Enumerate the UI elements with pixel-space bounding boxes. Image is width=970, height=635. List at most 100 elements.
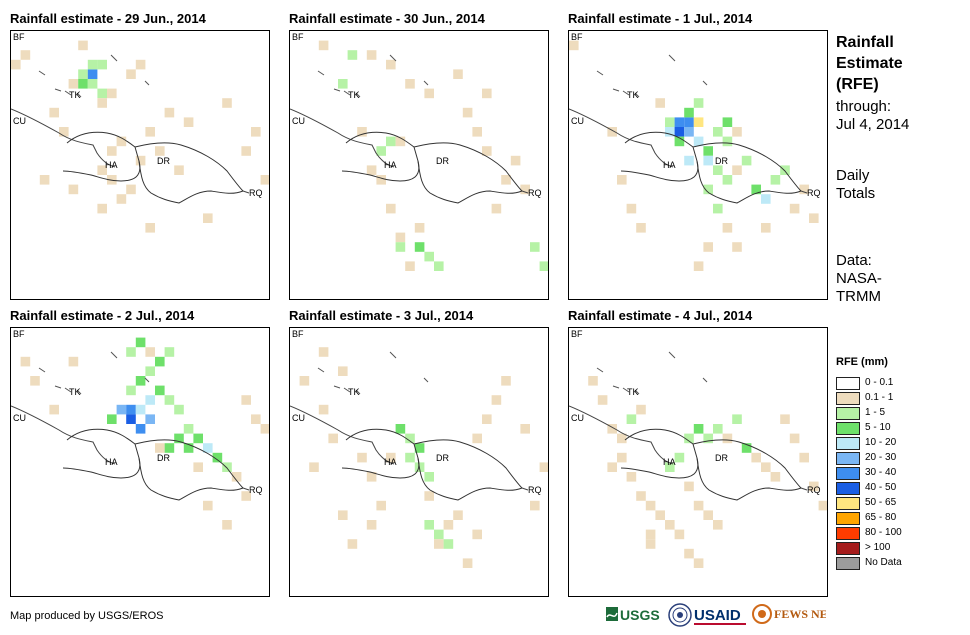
map-label-dr: DR [157,453,170,463]
rainfall-cell [789,203,800,214]
map-label-bf: BF [13,32,25,42]
rainfall-cell [693,98,704,108]
fewsnet-logo-text: FEWS NET [774,607,826,621]
rainfall-cell [424,251,434,262]
rainfall-cell [703,184,713,195]
through-date: Jul 4, 2014 [836,116,910,133]
rainfall-grid [11,40,269,233]
legend-label: 0 - 0.1 [865,377,894,388]
dos-seal-icon [668,603,692,627]
legend-label: 20 - 30 [865,452,897,463]
rainfall-cell [722,136,733,147]
rainfall-cell [260,175,269,185]
rainfall-cell [251,127,261,137]
rainfall-cell [424,491,434,501]
rainfall-cell [645,539,656,549]
map-label-rq: RQ [528,485,542,495]
map-label-bf: BF [292,329,304,339]
legend-label: 10 - 20 [865,437,897,448]
rainfall-cell [799,184,809,195]
rainfall-cell [443,539,454,549]
map-label-dr: DR [715,156,728,166]
map-label-ha: HA [663,160,676,170]
legend-label: 65 - 80 [865,512,897,523]
rainfall-cell [87,59,98,70]
map-label-rq: RQ [528,188,542,198]
rainfall-cell [164,443,175,453]
rainfall-cell [318,347,329,357]
map-label-tk: TK [627,387,639,397]
legend-label: 5 - 10 [865,422,891,433]
rainfall-cell [789,433,800,444]
map-label-dr: DR [157,156,170,166]
rainfall-cell [607,127,617,137]
rainfall-cell [145,395,155,405]
legend-swatch [836,557,860,570]
rainfall-cell [751,184,761,195]
rainfall-cell [770,472,781,482]
rainfall-cell [482,88,492,99]
rainfall-cell [376,500,386,511]
rainfall-cell [203,500,213,511]
rainfall-cell [530,500,540,511]
rainfall-cell [116,136,127,147]
map-label-tk: TK [69,90,81,100]
rainfall-cell [761,462,771,472]
rainfall-cell [145,127,155,137]
legend-label: 1 - 5 [865,407,886,418]
rainfall-cell [59,127,69,137]
rainfall-cell [530,242,540,252]
rainfall-cell [357,452,367,463]
rainfall-cell [376,175,386,185]
rainfall-cell [626,472,637,482]
map-label-ha: HA [105,160,118,170]
rainfall-cell [472,127,482,137]
map-label-tk: TK [348,387,360,397]
map-label-ha: HA [105,457,118,467]
through-label: through: Jul 4, 2014 [836,98,909,134]
rainfall-cell [472,529,482,540]
rainfall-cell [183,117,194,127]
rainfall-cell [617,433,627,444]
rainfall-cell [684,107,694,118]
legend-swatch [836,497,860,510]
rainfall-cell [703,155,713,166]
coastline-outline [290,351,529,501]
rainfall-cell [636,223,646,233]
legend-item: 30 - 40 [836,466,956,481]
partner-logos: USGS USAID FEWS NET [606,603,826,629]
rainfall-cell [761,223,771,233]
rainfall-cell [693,500,704,511]
rainfall-cell [684,548,694,559]
rainfall-cell [693,117,704,127]
rainfall-cell [145,414,155,424]
rainfall-cell [164,347,175,357]
rainfall-cell [693,424,704,434]
rainfall-cell [241,395,251,405]
rainfall-grid [299,347,548,568]
legend-swatch [836,377,860,390]
rainfall-cell [126,414,136,424]
rainfall-cell [241,491,251,501]
rainfall-cell [183,424,194,434]
legend-label: > 100 [865,542,891,553]
rainfall-cell [135,155,146,166]
rainfall-cell [164,395,175,405]
legend-item: 0.1 - 1 [836,391,956,406]
rainfall-cell [145,223,155,233]
rainfall-cell [703,242,713,252]
legend-swatch [836,452,860,465]
rainfall-cell [395,136,406,147]
rainfall-cell [539,261,548,271]
legend-swatch [836,482,860,495]
rainfall-cell [703,433,713,444]
legend-item: 80 - 100 [836,526,956,541]
rainfall-cell [78,69,88,79]
rainfall-cell [713,203,723,214]
rainfall-cell [434,539,444,549]
rainfall-grid [20,337,269,530]
rainfall-cell [318,404,329,415]
rainfall-map-panel: BF CU TK HA DR RQ [568,30,828,300]
rainfall-cell [780,165,790,175]
map-label-dr: DR [436,156,449,166]
